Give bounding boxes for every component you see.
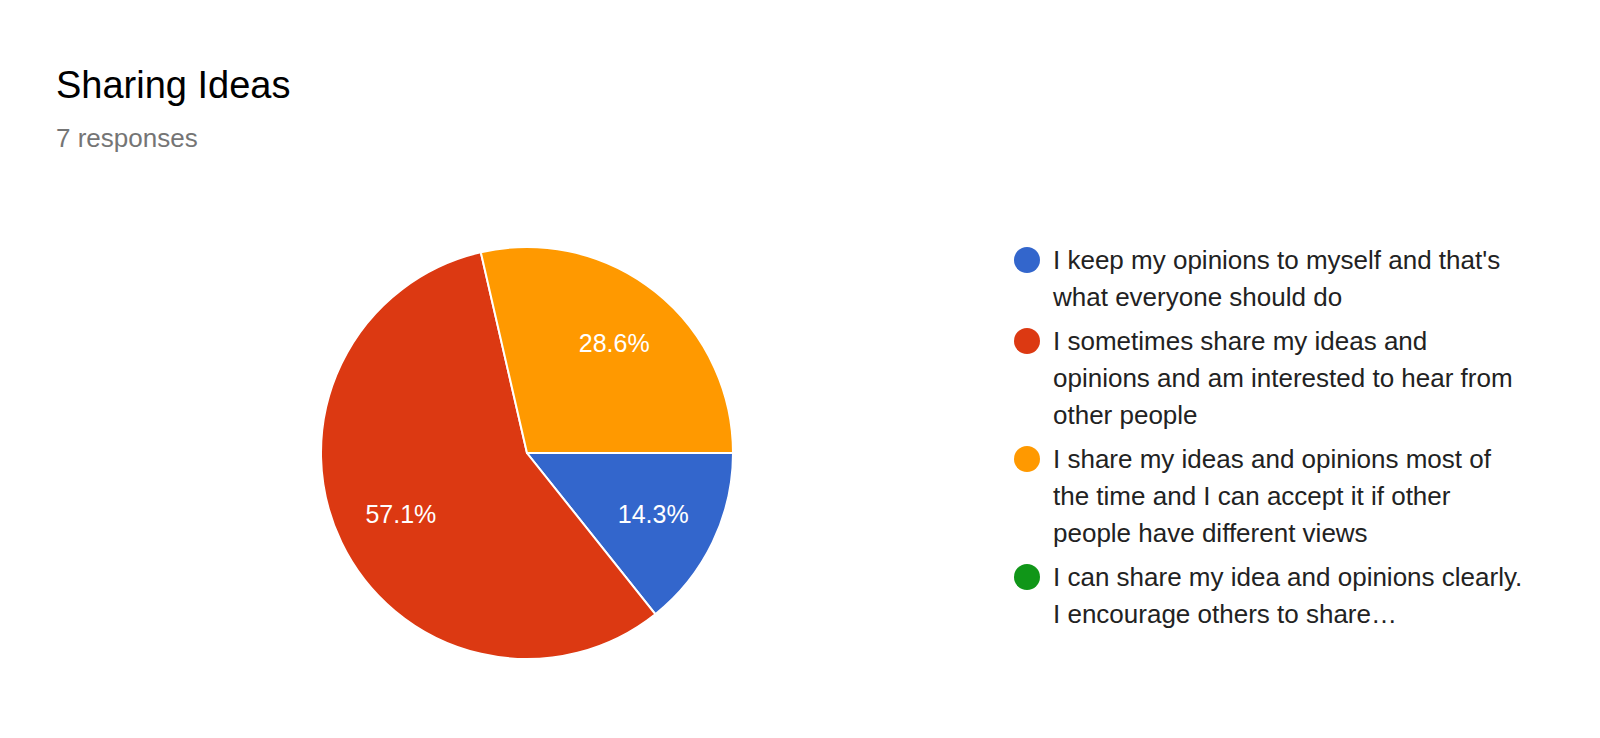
pie-group: 14.3% 57.1% 28.6% (321, 247, 733, 659)
legend-line: I keep my opinions to myself and that's (1053, 245, 1500, 275)
slices (321, 247, 733, 659)
legend-line: people have different views (1053, 518, 1368, 548)
slice-label: 14.3% (618, 500, 689, 528)
slices-inner (321, 247, 733, 659)
legend-line: other people (1053, 400, 1198, 430)
pie-slice (481, 247, 733, 453)
legend-swatch (1014, 446, 1040, 472)
legend-line: I encourage others to share… (1053, 599, 1397, 629)
legend-swatch (1014, 247, 1040, 273)
legend-line: I share my ideas and opinions most of (1053, 444, 1492, 474)
legend-label: I can share my idea and opinions clearly… (1053, 562, 1522, 629)
legend-label: I sometimes share my ideas and opinions a… (1053, 326, 1513, 430)
legend-line: I can share my idea and opinions clearly… (1053, 562, 1522, 592)
pie-slice (527, 452, 733, 454)
chart-root: Sharing Ideas 7 responses 14.3% 57.1% 28.6% I… (0, 0, 1600, 738)
legend-line: I sometimes share my ideas and (1053, 326, 1427, 356)
chart-subtitle: 7 responses (56, 123, 198, 153)
legend-swatch (1014, 328, 1040, 354)
slice-label: 28.6% (579, 329, 650, 357)
legend-label: I share my ideas and opinions most of the… (1053, 444, 1492, 548)
legend: I keep my opinions to myself and that's w… (1014, 245, 1522, 629)
legend-swatch (1014, 564, 1040, 590)
legend-line: the time and I can accept it if other (1053, 481, 1451, 511)
slice-label: 57.1% (365, 500, 436, 528)
legend-line: opinions and am interested to hear from (1053, 363, 1513, 393)
legend-line: what everyone should do (1052, 282, 1342, 312)
chart-title: Sharing Ideas (56, 64, 291, 106)
legend-label: I keep my opinions to myself and that's w… (1052, 245, 1500, 312)
